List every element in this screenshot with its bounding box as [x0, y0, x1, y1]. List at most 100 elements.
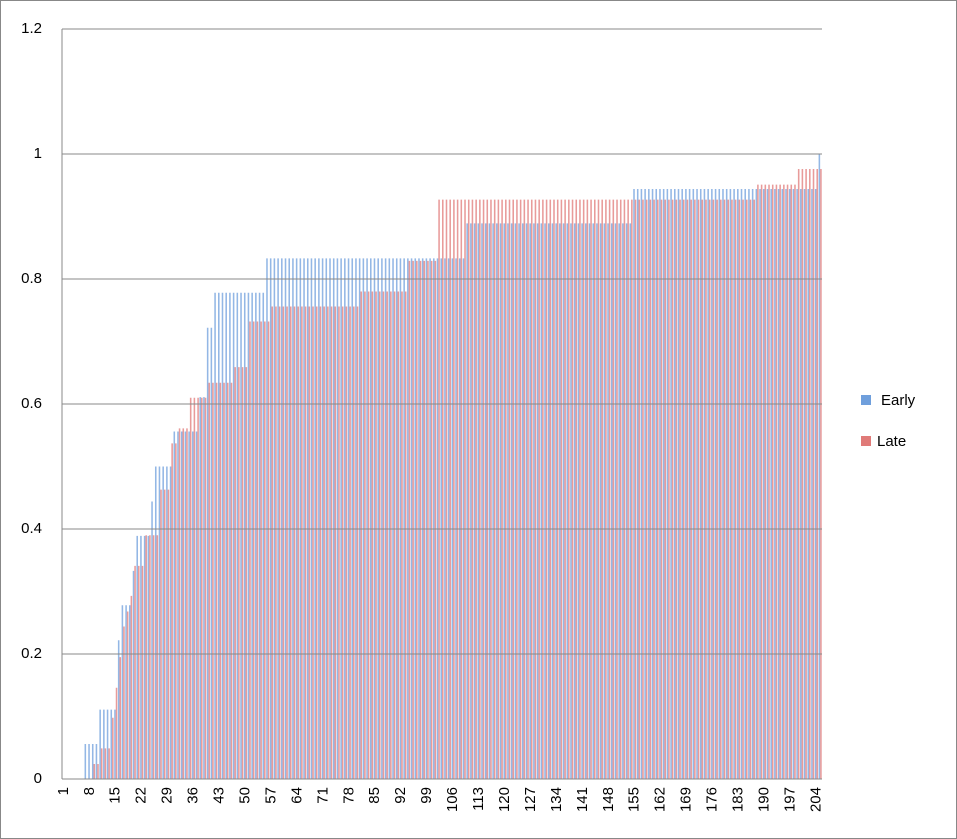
bar: [582, 199, 585, 779]
bar: [93, 764, 96, 779]
bar: [481, 223, 483, 779]
bar: [755, 189, 758, 779]
bar: [425, 258, 428, 779]
bar: [392, 258, 394, 779]
bar: [278, 306, 281, 779]
bar: [733, 189, 735, 779]
bar: [347, 258, 350, 779]
bar: [497, 199, 500, 779]
bar: [522, 223, 524, 779]
x-tick-label: 85: [366, 787, 383, 804]
bar: [820, 169, 822, 779]
bar: [126, 611, 129, 779]
bar: [344, 258, 346, 779]
bar: [527, 199, 529, 779]
bar: [722, 189, 724, 779]
bar: [648, 189, 650, 779]
bar: [540, 223, 543, 779]
bar: [414, 258, 417, 779]
bar: [516, 199, 518, 779]
bar: [204, 397, 207, 779]
bar: [160, 489, 162, 779]
bar: [421, 258, 424, 779]
bar: [707, 189, 709, 779]
bar: [471, 199, 474, 779]
y-tick-label: 1: [34, 145, 42, 162]
bar: [762, 189, 765, 779]
bar: [136, 535, 138, 779]
x-tick-label: 64: [288, 787, 305, 804]
bar: [206, 327, 209, 779]
bar: [306, 258, 309, 779]
bar: [655, 189, 658, 779]
bar: [152, 535, 155, 779]
bar: [221, 292, 224, 779]
bar: [536, 223, 539, 779]
bar: [325, 258, 328, 779]
bar: [226, 382, 229, 779]
bar: [534, 199, 537, 779]
bar: [749, 199, 752, 779]
bar: [315, 306, 318, 779]
x-tick-label: 204: [807, 787, 824, 812]
bar: [338, 306, 340, 779]
x-tick-label: 99: [418, 787, 435, 804]
bar: [408, 260, 411, 779]
bar: [167, 489, 170, 779]
bar: [610, 223, 613, 779]
x-tick-label: 162: [652, 787, 669, 812]
bar: [662, 189, 665, 779]
x-tick-label: 120: [496, 787, 513, 812]
x-tick-label: 190: [756, 787, 773, 812]
bar: [596, 223, 598, 779]
bar: [427, 260, 429, 779]
bar: [603, 223, 606, 779]
bar: [692, 189, 695, 779]
bar: [329, 258, 331, 779]
bar: [718, 189, 721, 779]
bar: [771, 184, 774, 779]
bar: [388, 258, 391, 779]
bar: [403, 258, 405, 779]
bar: [151, 501, 153, 779]
bar: [737, 189, 739, 779]
bar: [616, 199, 618, 779]
bar: [192, 431, 194, 779]
bar: [690, 199, 692, 779]
bar: [358, 258, 361, 779]
bar: [549, 199, 552, 779]
bar: [290, 306, 292, 779]
bar: [544, 223, 546, 779]
bar: [219, 382, 222, 779]
bar: [240, 292, 242, 779]
x-tick-label: 71: [314, 787, 331, 804]
bar: [467, 199, 470, 779]
bar: [199, 397, 202, 779]
x-tick-label: 113: [470, 787, 487, 811]
bar: [373, 258, 376, 779]
bar: [812, 169, 815, 779]
bar: [340, 258, 342, 779]
bar: [321, 258, 324, 779]
x-tick-label: 15: [107, 787, 124, 804]
bar: [466, 223, 468, 779]
bar: [178, 428, 181, 779]
bar: [129, 605, 131, 779]
bar: [449, 199, 451, 779]
bar: [681, 189, 683, 779]
x-tick-label: 127: [522, 787, 539, 812]
bar: [629, 223, 632, 779]
bar: [796, 189, 798, 779]
bar: [104, 748, 107, 779]
bar: [674, 189, 676, 779]
bar: [281, 258, 283, 779]
bar: [659, 189, 661, 779]
bar: [703, 189, 706, 779]
bar: [163, 489, 166, 779]
bar: [746, 199, 748, 779]
bar: [140, 535, 142, 779]
bar: [499, 223, 502, 779]
bar: [390, 291, 392, 779]
bar: [451, 258, 454, 779]
bar: [566, 223, 569, 779]
